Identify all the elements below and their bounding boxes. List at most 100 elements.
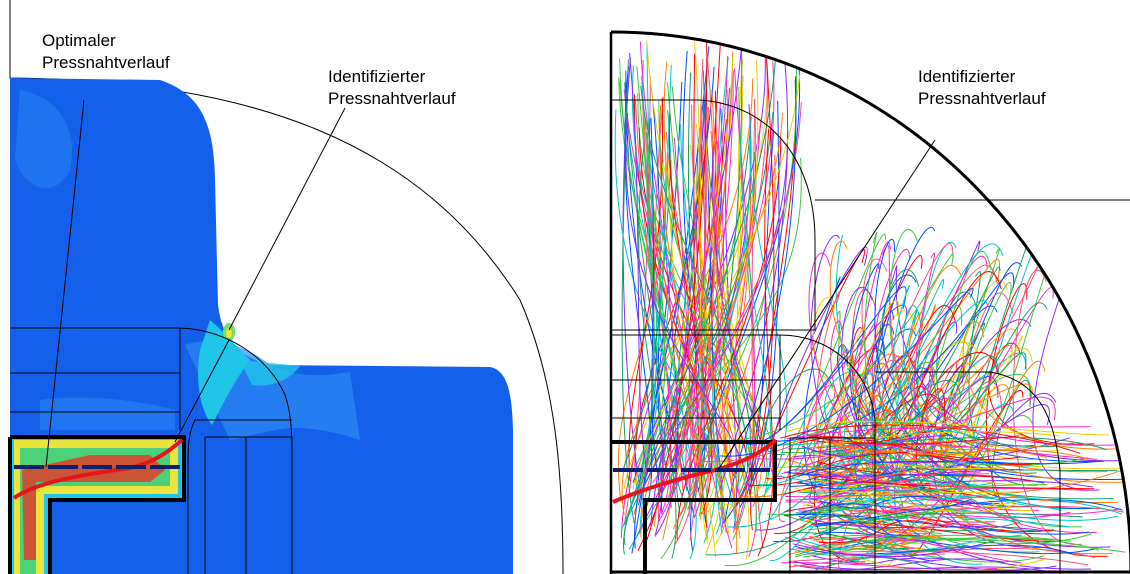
flow-line	[724, 79, 797, 521]
flow-line	[813, 533, 1092, 545]
flow-line	[798, 496, 1123, 521]
flow-line	[817, 461, 1031, 481]
flow-line	[757, 300, 988, 486]
right-panel: Identifizierter Pressnahtverlauf	[609, 30, 1130, 574]
label-identified-right-line1: Identifizierter	[918, 67, 1016, 86]
flow-line	[824, 439, 1074, 455]
flow-line	[936, 291, 1037, 474]
flow-line	[892, 360, 1046, 536]
flow-line	[872, 227, 936, 480]
flow-line	[786, 426, 1091, 440]
label-optimal-line1: Optimaler	[42, 31, 116, 50]
flow-line	[796, 243, 1004, 520]
fe-light-zone	[40, 397, 175, 430]
flow-line	[798, 376, 999, 512]
flow-line	[874, 238, 1099, 509]
flow-line	[668, 114, 713, 515]
flow-line	[778, 348, 849, 522]
flow-line	[824, 452, 1032, 467]
flow-line	[701, 155, 764, 508]
flow-line	[780, 424, 1081, 454]
flow-line	[659, 157, 802, 476]
flow-line	[818, 443, 1098, 460]
flow-line	[795, 352, 1027, 514]
seam-hotspot-core	[226, 328, 232, 338]
flow-line	[814, 521, 920, 537]
flow-line	[957, 362, 1034, 460]
flow-lines	[614, 40, 1130, 572]
flow-line	[754, 396, 1056, 460]
flow-line	[757, 234, 887, 498]
flow-line	[815, 557, 982, 572]
flow-line	[808, 435, 1020, 445]
flow-line	[793, 558, 1005, 571]
flow-line	[926, 256, 988, 473]
flow-line	[672, 144, 752, 530]
leader-line-identified-left-2	[174, 339, 230, 443]
fe-cyan-zone	[198, 320, 250, 425]
flow-line	[802, 483, 910, 507]
flow-line	[806, 504, 1125, 513]
die-opening-outline-right	[611, 440, 777, 574]
flow-line	[722, 129, 775, 524]
flow-line	[633, 96, 664, 515]
flow-line	[688, 42, 768, 497]
fe-cyan-zone	[240, 360, 300, 386]
flow-line	[792, 540, 995, 558]
flow-line	[793, 560, 1059, 572]
flow-line	[881, 245, 1097, 533]
flow-line	[689, 52, 715, 540]
flow-line	[739, 75, 744, 501]
flow-line	[784, 494, 972, 506]
flow-line	[774, 305, 957, 534]
flow-line	[785, 532, 968, 552]
label-identified-left-line2: Pressnahtverlauf	[328, 89, 456, 108]
flow-line	[815, 468, 908, 484]
flow-line	[722, 60, 759, 472]
leader-line-identified-right	[717, 139, 936, 471]
flow-line	[801, 523, 996, 540]
flow-line	[757, 128, 774, 557]
flow-line	[635, 111, 666, 476]
flow-line	[839, 271, 1002, 508]
fe-light-zone	[15, 90, 72, 189]
leader-line-identified-left	[228, 107, 346, 331]
flow-line	[700, 264, 998, 462]
flow-line	[890, 265, 1123, 462]
flow-line	[620, 64, 672, 532]
flow-line	[808, 536, 944, 553]
flow-line	[799, 498, 972, 514]
flow-line	[837, 362, 890, 479]
flow-line	[818, 531, 909, 550]
flow-line	[795, 565, 947, 572]
flow-line	[815, 478, 946, 494]
flow-line	[921, 366, 1124, 446]
flow-line	[841, 286, 1111, 548]
flow-line	[720, 288, 974, 457]
leader-line-optimal	[45, 99, 85, 468]
die-outer-contour-right	[610, 30, 1130, 573]
flow-line	[892, 285, 1095, 510]
flow-line	[788, 436, 1107, 451]
flow-line	[724, 362, 936, 566]
flow-line	[787, 540, 920, 555]
tool-contour-lines	[10, 327, 293, 574]
flow-line	[786, 420, 1109, 436]
flow-line	[798, 460, 1100, 477]
flow-line	[674, 104, 702, 545]
flow-line	[797, 489, 1020, 513]
flow-line	[711, 89, 741, 539]
flow-line	[931, 365, 1048, 548]
flow-line	[787, 459, 938, 479]
flow-line	[646, 40, 750, 560]
flow-line	[794, 538, 1125, 553]
flow-line	[849, 263, 1037, 507]
flow-line	[812, 524, 934, 540]
flow-line	[738, 108, 772, 520]
flow-line	[798, 461, 1020, 490]
flow-line	[727, 279, 944, 528]
left-panel: Optimaler Pressnahtverlauf Identifiziert…	[8, 0, 564, 574]
flow-line	[909, 404, 971, 448]
flow-line	[985, 283, 1108, 557]
